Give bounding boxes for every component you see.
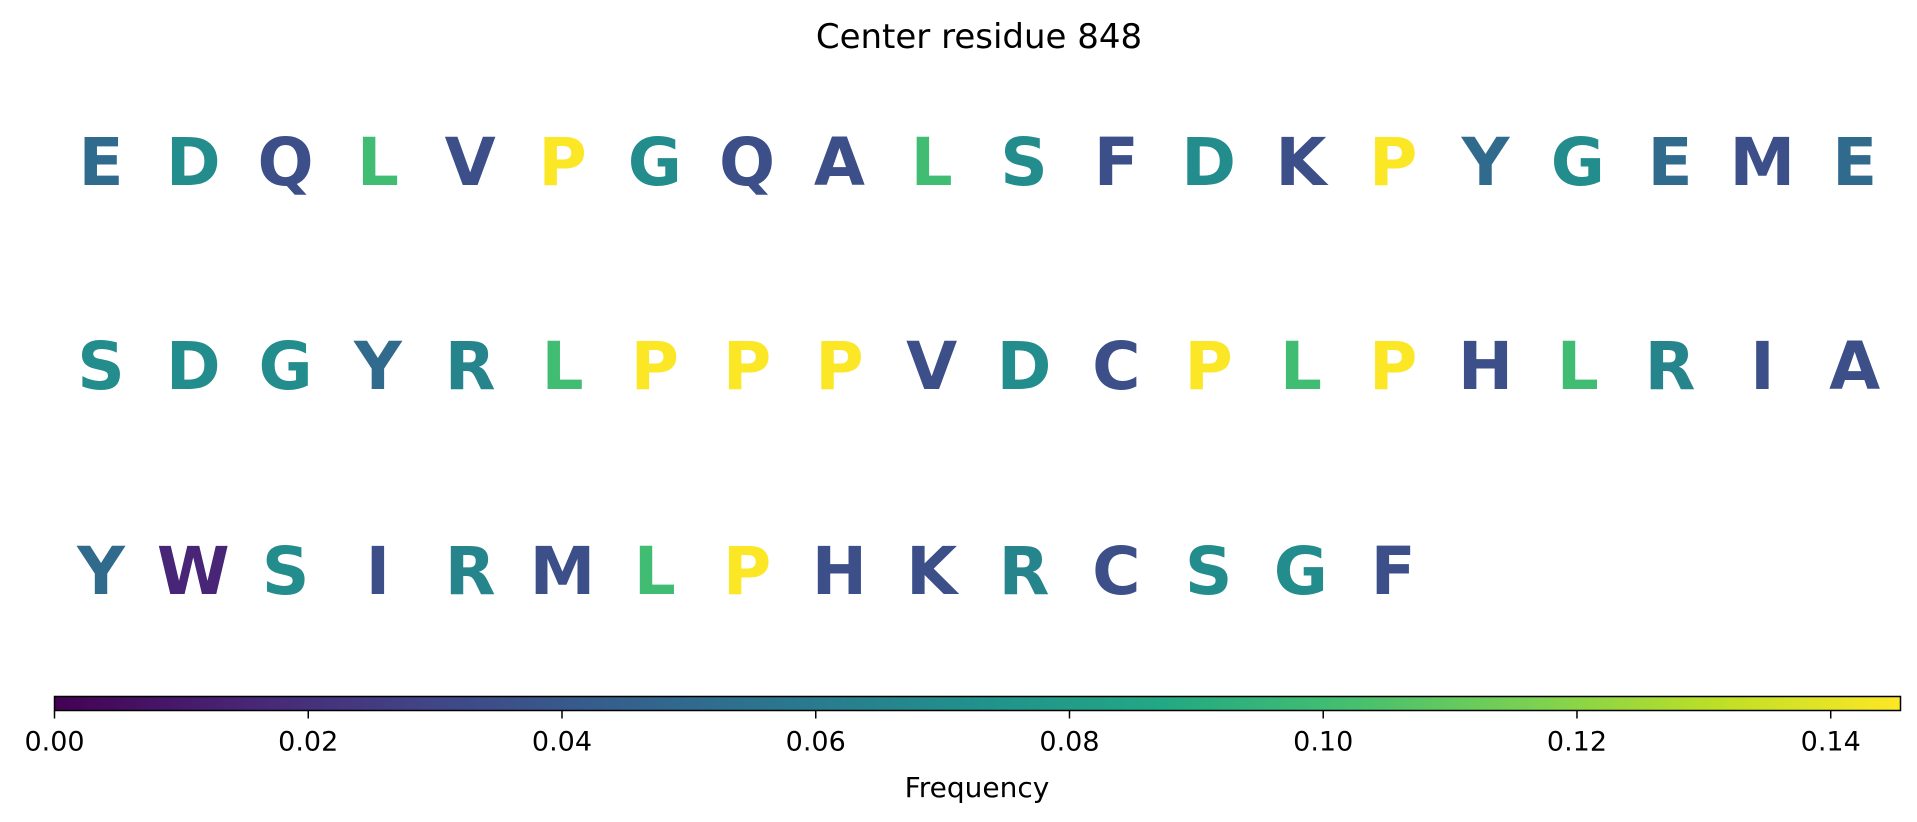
colorbar-tick-label: 0.14 (1801, 727, 1861, 758)
residue-letter: V (906, 328, 957, 405)
residue-letter: L (1557, 328, 1599, 405)
residue-letter: Y (353, 328, 403, 405)
colorbar-tick-label: 0.00 (24, 727, 84, 758)
residue-letter: G (1551, 124, 1605, 201)
residue-letter: W (157, 533, 230, 610)
residue-letter: K (906, 533, 960, 610)
residue-letter: P (631, 328, 679, 405)
chart-title: Center residue 848 (816, 17, 1142, 57)
residue-letter: P (815, 328, 863, 405)
residue-letter: M (530, 533, 596, 610)
colorbar-tick-label: 0.12 (1547, 727, 1607, 758)
residue-letter: H (812, 533, 867, 610)
residue-letter: M (1730, 124, 1796, 201)
colorbar-tick-label: 0.08 (1039, 727, 1099, 758)
residue-letter: P (723, 533, 771, 610)
residue-letter: I (366, 533, 391, 610)
residue-letter: Y (76, 533, 126, 610)
residue-letter: V (445, 124, 496, 201)
residue-letter: P (1369, 124, 1417, 201)
residue-letter: I (1750, 328, 1775, 405)
colorbar-tick-label: 0.02 (278, 727, 338, 758)
residue-letter: D (166, 124, 221, 201)
residue-letter: S (77, 328, 125, 405)
residue-letter: P (1369, 328, 1417, 405)
residue-letter: E (78, 124, 123, 201)
residue-letter: K (1275, 124, 1329, 201)
residue-letter: G (259, 328, 313, 405)
residue-letter: C (1092, 533, 1140, 610)
residue-letter: R (1645, 328, 1696, 405)
residue-letter: P (538, 124, 586, 201)
residue-letter: Q (719, 124, 775, 201)
residue-letter: S (262, 533, 310, 610)
residue-letter: P (723, 328, 771, 405)
residue-letter: L (357, 124, 399, 201)
residue-letter: S (1185, 533, 1233, 610)
colorbar-tick-label: 0.06 (786, 727, 846, 758)
residue-letter: F (1371, 533, 1416, 610)
residue-letter: A (1829, 328, 1880, 405)
residue-letter: D (997, 328, 1052, 405)
colorbar (53, 695, 1902, 712)
residue-letter: R (999, 533, 1050, 610)
residue-letter: L (1280, 328, 1322, 405)
residue-letter: L (541, 328, 583, 405)
residue-letter: E (1648, 124, 1693, 201)
residue-letter: C (1092, 328, 1140, 405)
residue-letter: Q (258, 124, 314, 201)
residue-letter: P (1184, 328, 1232, 405)
residue-letter: G (1274, 533, 1328, 610)
residue-letter: L (634, 533, 676, 610)
residue-letter: L (911, 124, 953, 201)
colorbar-tick-label: 0.10 (1293, 727, 1353, 758)
residue-letter: Y (1461, 124, 1511, 201)
colorbar-ticks: 0.00 0.02 0.04 0.06 0.08 0.10 0.12 0.14 (24, 710, 1861, 758)
residue-letter: R (445, 533, 496, 610)
residue-letter: G (628, 124, 682, 201)
residue-letter: E (1832, 124, 1877, 201)
residue-letters: E D Q L V P G Q A L S F D K P Y G E M ES D G Y R L P P P V D C P L P H L R I A… (76, 124, 1880, 610)
residue-letter: H (1458, 328, 1513, 405)
colorbar-label: Frequency (905, 771, 1050, 804)
residue-letter: S (1000, 124, 1048, 201)
colorbar-tick-label: 0.04 (532, 727, 592, 758)
residue-letter: A (814, 124, 865, 201)
residue-letter: D (1181, 124, 1236, 201)
residue-letter: D (166, 328, 221, 405)
residue-letter: F (1094, 124, 1139, 201)
residue-letter: R (445, 328, 496, 405)
